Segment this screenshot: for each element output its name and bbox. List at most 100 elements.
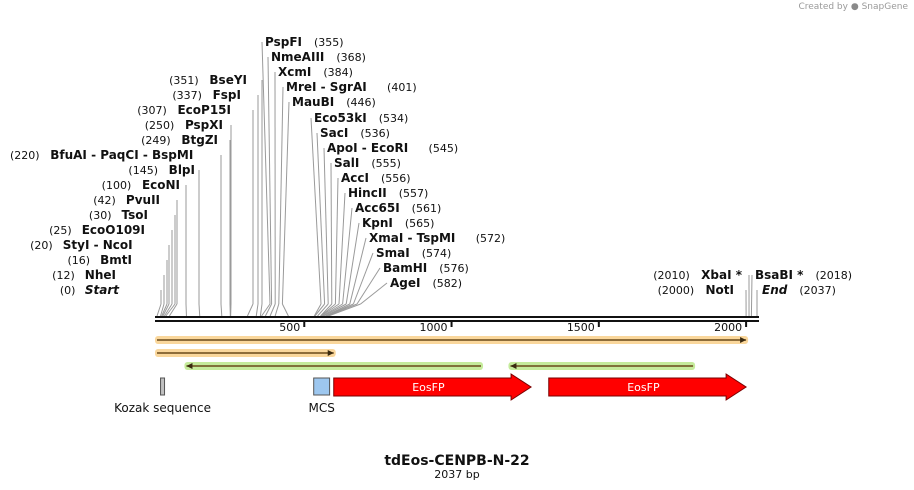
enzyme-name-label[interactable]: BlpI <box>169 163 195 177</box>
feature-mcs[interactable]: MCS <box>308 377 335 415</box>
enzyme-name-label[interactable]: SmaI <box>376 246 410 260</box>
site-label: (351) BseYI <box>169 73 247 87</box>
feature-kozak-sequence[interactable]: Kozak sequence <box>114 377 211 415</box>
site-position-label: (145) <box>128 164 158 177</box>
site-position-label: (401) <box>387 81 417 94</box>
backbone-bottom-strand <box>155 320 759 322</box>
enzyme-name-label[interactable]: Eco53kI <box>314 111 367 125</box>
orf-track[interactable] <box>155 349 336 357</box>
site-connector-tip <box>274 303 280 317</box>
site-position-label: (557) <box>399 187 429 200</box>
enzyme-name-label[interactable]: EcoO109I <box>82 223 145 237</box>
enzyme-name-label[interactable]: NotI <box>706 283 735 297</box>
enzyme-name-label[interactable]: FspI <box>213 88 241 102</box>
feature-eosfp[interactable]: EosFP <box>548 373 748 401</box>
enzyme-name-label[interactable]: BfuAI - PaqCI - BspMI <box>50 148 193 162</box>
enzyme-name-label[interactable]: SacI <box>320 126 348 140</box>
site-connector-tip <box>321 303 343 317</box>
enzyme-name-label[interactable]: BamHI <box>383 261 427 275</box>
site-position-label: (2018) <box>815 269 852 282</box>
enzyme-name-label[interactable]: XbaI * <box>701 268 743 282</box>
enzyme-name-label[interactable]: TsoI <box>122 208 148 222</box>
snapgene-watermark: Created by ● SnapGene <box>798 2 908 12</box>
site-connector-tip <box>328 303 361 317</box>
enzyme-name-label[interactable]: BseYI <box>209 73 247 87</box>
enzyme-name-label[interactable]: BmtI <box>100 253 132 267</box>
site-labels: (0) Start(12) NheI(16) BmtI(20) StyI - NcoI(… <box>10 35 852 297</box>
enzyme-name-label[interactable]: EcoNI <box>142 178 180 192</box>
enzyme-name-label[interactable]: KpnI <box>362 216 393 230</box>
site-connector-line <box>281 101 290 305</box>
site-connector-line <box>316 132 326 305</box>
site-label: (2018) BsaBI * <box>755 268 852 282</box>
site-connector-tip <box>323 303 347 317</box>
site-label: (576) BamHI <box>383 261 469 275</box>
site-label: (384) XcmI <box>278 65 353 79</box>
site-connector-tip <box>156 303 162 317</box>
orf-track[interactable] <box>155 336 749 344</box>
snapgene-brand-text: SnapGene <box>861 2 908 12</box>
enzyme-name-label[interactable]: AgeI <box>390 276 420 290</box>
enzyme-name-label[interactable]: ApoI - EcoRI <box>327 141 408 155</box>
site-connector-tip <box>261 303 271 317</box>
site-position-label: (384) <box>323 66 353 79</box>
enzyme-name-label[interactable]: EcoP15I <box>177 103 231 117</box>
site-label: (25) EcoO109I <box>49 223 145 237</box>
site-connector-line <box>352 252 374 305</box>
orf-arrowhead-icon <box>186 363 193 369</box>
site-position-label: (220) <box>10 149 40 162</box>
site-label: (545) ApoI - EcoRI <box>327 141 458 155</box>
enzyme-name-label[interactable]: MreI - SgrAI <box>286 80 367 94</box>
site-label: (42) PvuII <box>93 193 160 207</box>
site-label: (337) FspI <box>172 88 241 102</box>
site-label: (249) BtgZI <box>141 133 218 147</box>
enzyme-name-label[interactable]: NmeAIII <box>271 50 324 64</box>
site-connector-tip <box>165 303 176 317</box>
site-label: (555) SalI <box>334 156 401 170</box>
ruler-tick-label: 1000 <box>420 321 448 334</box>
feature-arrow <box>548 373 748 401</box>
enzyme-name-label[interactable]: AccI <box>341 171 369 185</box>
enzyme-name-label[interactable]: Acc65I <box>355 201 400 215</box>
enzyme-name-label[interactable]: PvuII <box>126 193 160 207</box>
site-label: (536) SacI <box>320 126 390 140</box>
enzyme-name-label[interactable]: HincII <box>348 186 387 200</box>
site-connector-line <box>349 237 367 305</box>
site-connector-tip <box>281 303 289 317</box>
site-label: (100) EcoNI <box>102 178 180 192</box>
feature-label: EosFP <box>627 381 660 394</box>
site-connector-line <box>330 162 333 305</box>
site-position-label: (534) <box>379 112 409 125</box>
orf-track[interactable] <box>508 362 696 370</box>
site-position-label: (351) <box>169 74 199 87</box>
site-position-label: (555) <box>371 157 401 170</box>
site-connector-tip <box>264 303 273 317</box>
ruler-tick <box>303 321 306 327</box>
site-label: (220) BfuAI - PaqCI - BspMI <box>10 148 193 162</box>
site-connector-line <box>338 192 346 305</box>
ruler-tick-label: 500 <box>279 321 300 334</box>
enzyme-name-label[interactable]: BsaBI * <box>755 268 804 282</box>
site-connector-line <box>356 267 381 305</box>
enzyme-name-label[interactable]: MauBI <box>292 95 334 109</box>
enzyme-name-label[interactable]: StyI - NcoI <box>63 238 133 252</box>
enzyme-name-label[interactable]: XmaI - TspMI <box>369 231 455 245</box>
site-label: (556) AccI <box>341 171 411 185</box>
site-position-label: (556) <box>381 172 411 185</box>
enzyme-name-label[interactable]: PspFI <box>265 35 302 49</box>
enzyme-name-label[interactable]: NheI <box>85 268 116 282</box>
enzyme-name-label[interactable]: XcmI <box>278 65 311 79</box>
site-position-label: (100) <box>102 179 132 192</box>
ruler-tick <box>450 321 453 327</box>
created-by-text: Created by <box>798 2 848 12</box>
site-position-label: (25) <box>49 224 72 237</box>
site-connector-tip <box>162 303 170 317</box>
enzyme-name-label[interactable]: SalI <box>334 156 359 170</box>
feature-eosfp[interactable]: EosFP <box>333 373 532 401</box>
enzyme-name-label[interactable]: PspXI <box>185 118 223 132</box>
enzyme-name-label[interactable]: BtgZI <box>181 133 218 147</box>
ruler-tick <box>745 321 748 327</box>
site-position-label: (337) <box>172 89 202 102</box>
orf-track[interactable] <box>184 362 484 370</box>
